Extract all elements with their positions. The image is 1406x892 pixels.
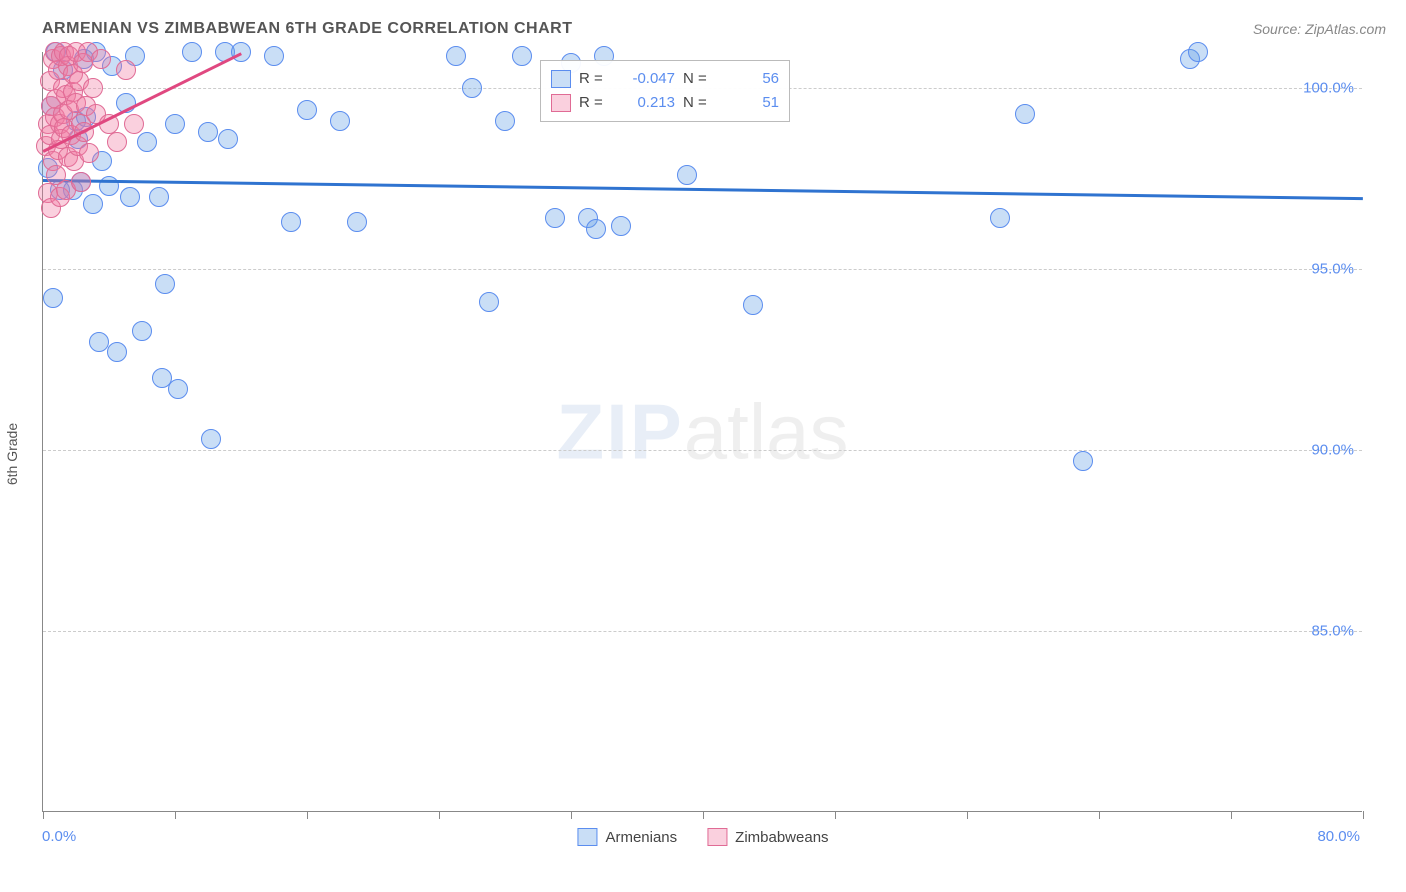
trend-line [43,179,1363,200]
data-point [132,321,152,341]
scatter-plot-area: ZIPatlas 85.0% 90.0% 95.0% 100.0% [42,52,1362,812]
legend-r-value: 0.213 [621,91,675,115]
data-point [79,143,99,163]
legend-n-label: N = [683,67,717,91]
data-point [611,216,631,236]
data-point [107,342,127,362]
data-point [120,187,140,207]
header-row: ARMENIAN VS ZIMBABWEAN 6TH GRADE CORRELA… [42,20,1386,38]
legend-label-zimbabweans: Zimbabweans [735,829,828,846]
watermark: ZIPatlas [556,386,848,477]
legend-swatch-armenians [577,828,597,846]
data-point [91,49,111,69]
data-point [297,100,317,120]
x-tick [1231,811,1232,819]
x-tick [967,811,968,819]
gridline-horizontal [43,450,1362,451]
legend-r-label: R = [579,67,613,91]
legend-bottom: Armenians Zimbabweans [577,828,828,846]
data-point [264,46,284,66]
y-axis-label: 6th Grade [4,423,20,485]
data-point [231,42,251,62]
data-point [168,379,188,399]
correlation-legend-row: R = 0.213 N = 51 [551,91,779,115]
x-tick [175,811,176,819]
watermark-zip: ZIP [556,387,683,475]
x-tick [43,811,44,819]
data-point [201,429,221,449]
x-tick [439,811,440,819]
data-point [743,295,763,315]
x-axis-min-label: 0.0% [42,828,76,845]
data-point [116,60,136,80]
data-point [1015,104,1035,124]
gridline-horizontal [43,269,1362,270]
data-point [43,288,63,308]
data-point [990,208,1010,228]
data-point [83,194,103,214]
x-tick [703,811,704,819]
data-point [124,114,144,134]
x-axis-max-label: 80.0% [1317,828,1360,845]
data-point [479,292,499,312]
legend-swatch-zimbabweans [707,828,727,846]
correlation-legend: R = -0.047 N = 56 R = 0.213 N = 51 [540,60,790,122]
data-point [182,42,202,62]
data-point [89,332,109,352]
data-point [83,78,103,98]
data-point [281,212,301,232]
data-point [1188,42,1208,62]
legend-item-armenians: Armenians [577,828,677,846]
legend-r-label: R = [579,91,613,115]
data-point [71,172,91,192]
data-point [137,132,157,152]
x-tick [571,811,572,819]
source-attribution: Source: ZipAtlas.com [1253,21,1386,37]
data-point [495,111,515,131]
legend-label-armenians: Armenians [605,829,677,846]
legend-n-value: 51 [725,91,779,115]
x-tick [1363,811,1364,819]
legend-swatch [551,70,571,88]
data-point [155,274,175,294]
data-point [165,114,185,134]
legend-n-value: 56 [725,67,779,91]
legend-r-value: -0.047 [621,67,675,91]
data-point [218,129,238,149]
x-tick [1099,811,1100,819]
correlation-legend-row: R = -0.047 N = 56 [551,67,779,91]
data-point [198,122,218,142]
data-point [462,78,482,98]
data-point [1073,451,1093,471]
y-tick-label: 95.0% [1311,261,1354,278]
data-point [347,212,367,232]
legend-item-zimbabweans: Zimbabweans [707,828,828,846]
data-point [512,46,532,66]
data-point [586,219,606,239]
legend-swatch [551,94,571,112]
data-point [446,46,466,66]
y-tick-label: 100.0% [1303,80,1354,97]
x-tick [307,811,308,819]
legend-n-label: N = [683,91,717,115]
data-point [330,111,350,131]
chart-title: ARMENIAN VS ZIMBABWEAN 6TH GRADE CORRELA… [42,20,572,38]
data-point [545,208,565,228]
y-tick-label: 90.0% [1311,442,1354,459]
y-tick-label: 85.0% [1311,623,1354,640]
x-tick [835,811,836,819]
data-point [149,187,169,207]
gridline-horizontal [43,631,1362,632]
data-point [107,132,127,152]
data-point [677,165,697,185]
watermark-atlas: atlas [684,387,849,475]
